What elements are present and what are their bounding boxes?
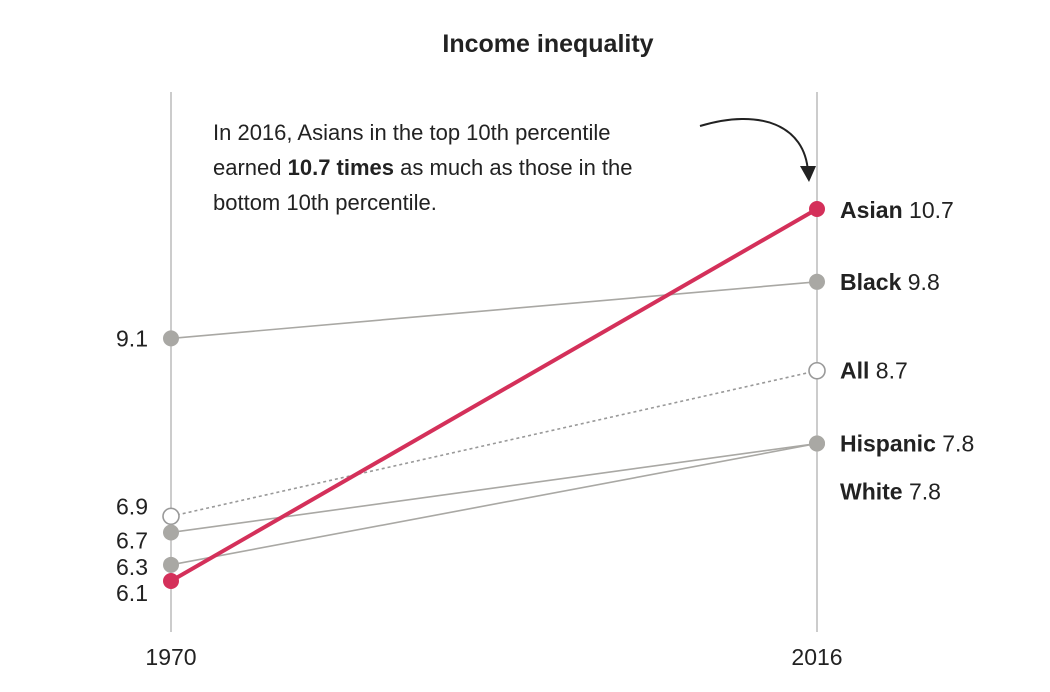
annotation-arrow: [699, 118, 809, 173]
annotation-line-2: earned 10.7 times as much as those in th…: [213, 155, 633, 180]
point-asian-1970: [163, 573, 179, 589]
annotation-line-1: In 2016, Asians in the top 10th percenti…: [213, 120, 611, 145]
end-label-hispanic: Hispanic 7.8: [840, 431, 974, 457]
start-label-white: 6.3: [116, 554, 148, 580]
end-label-black: Black 9.8: [840, 269, 940, 295]
series-line-asian: [170, 207, 818, 583]
point-black-1970: [163, 330, 179, 347]
end-label-all: All 8.7: [840, 358, 908, 384]
series-line-all: [170, 369, 818, 518]
series-line-black: [170, 280, 818, 340]
point-hispanic-1970: [163, 524, 179, 541]
arrow-head-icon: [800, 166, 816, 182]
start-label-all: 6.9: [116, 493, 148, 519]
annotation-line-3: bottom 10th percentile.: [213, 190, 437, 215]
point-white-2016: [809, 435, 825, 452]
x-tick-1970: 1970: [145, 644, 196, 670]
start-label-black: 9.1: [116, 325, 148, 351]
series-line-hispanic: [170, 442, 818, 534]
x-tick-2016: 2016: [791, 644, 842, 670]
end-label-asian: Asian 10.7: [840, 197, 954, 223]
point-all-1970: [162, 507, 180, 526]
annotation: In 2016, Asians in the top 10th percenti…: [213, 118, 816, 215]
series-line-white: [170, 442, 818, 566]
point-black-2016: [809, 273, 825, 290]
chart-title: Income inequality: [442, 30, 653, 58]
point-asian-2016: [809, 201, 825, 217]
start-label-hispanic: 6.7: [116, 527, 148, 553]
end-label-white: White 7.8: [840, 479, 941, 505]
point-all-2016: [808, 361, 826, 380]
point-white-1970: [163, 556, 179, 573]
start-label-asian: 6.1: [116, 580, 148, 606]
